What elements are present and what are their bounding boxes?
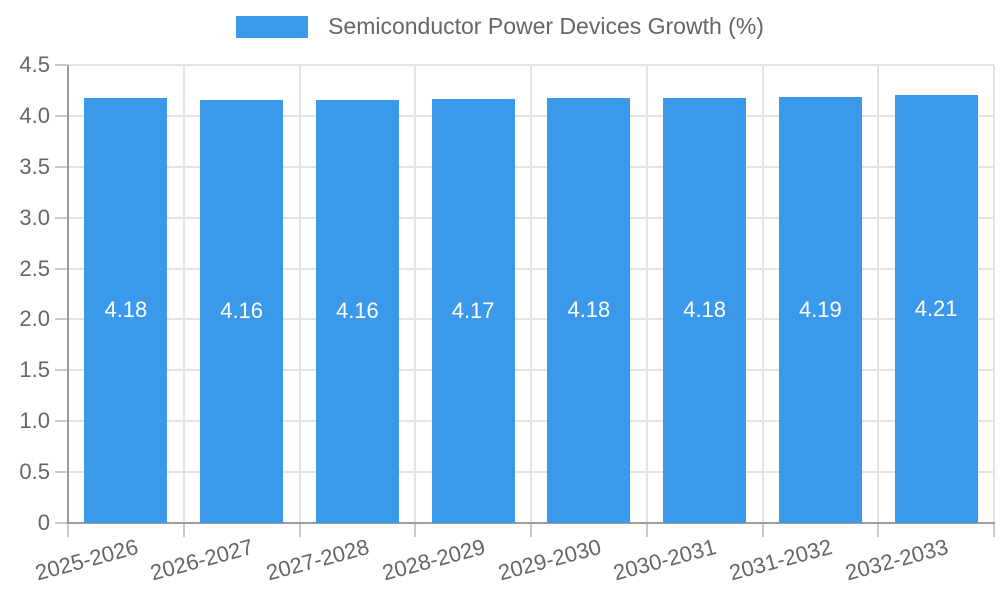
x-axis-tick <box>530 523 532 537</box>
y-axis-label: 3.0 <box>19 204 50 230</box>
x-axis-tick <box>182 523 185 537</box>
x-axis-label: 2030-2031 <box>610 534 720 586</box>
x-gridline <box>182 65 185 523</box>
x-gridline <box>761 65 764 523</box>
x-axis-line <box>67 522 995 524</box>
legend-swatch <box>236 15 309 38</box>
x-axis-tick <box>645 523 648 537</box>
x-axis-tick <box>414 523 417 537</box>
x-axis-tick <box>67 523 69 537</box>
y-axis-label: 2.5 <box>19 255 50 281</box>
y-axis-tick <box>55 471 68 474</box>
bar: 4.18 <box>663 97 747 523</box>
bar-value-label: 4.21 <box>914 295 958 321</box>
x-axis-label: 2026-2027 <box>147 534 257 586</box>
bar: 4.19 <box>778 96 862 523</box>
y-axis-line <box>67 65 69 523</box>
x-axis-tick <box>298 523 301 537</box>
x-gridline <box>414 65 417 523</box>
bar: 4.17 <box>431 98 515 523</box>
y-axis-tick <box>55 522 68 524</box>
y-axis-tick <box>55 114 68 117</box>
x-gridline <box>298 65 301 523</box>
y-axis-label: 4.5 <box>19 52 50 77</box>
bar-value-label: 4.16 <box>220 298 264 324</box>
x-axis-label: 2032-2033 <box>842 534 951 586</box>
x-axis-label: 2031-2032 <box>726 534 835 586</box>
y-axis-tick <box>55 267 68 270</box>
x-axis-tick <box>761 523 764 537</box>
y-axis-label: 0 <box>37 510 50 535</box>
bar-value-label: 4.19 <box>798 296 842 322</box>
y-axis-label: 1.5 <box>19 357 50 383</box>
x-gridline <box>530 65 532 523</box>
y-axis-label: 0.5 <box>19 459 50 485</box>
legend-item[interactable]: Semiconductor Power Devices Growth (%) <box>0 13 1000 40</box>
y-axis-label: 3.5 <box>19 153 50 179</box>
legend-label: Semiconductor Power Devices Growth (%) <box>328 13 764 39</box>
bar-value-label: 4.18 <box>567 297 611 323</box>
x-axis-tick <box>877 523 880 537</box>
x-gridline <box>645 65 648 523</box>
y-axis-label: 2.0 <box>19 306 50 332</box>
x-gridline <box>993 65 995 523</box>
x-axis-tick <box>993 523 995 537</box>
y-axis-label: 4.0 <box>19 102 50 128</box>
y-axis-tick <box>55 165 68 168</box>
bar: 4.18 <box>547 97 631 523</box>
bar-value-label: 4.18 <box>683 297 727 323</box>
x-axis-label: 2029-2030 <box>495 534 604 586</box>
bar-value-label: 4.16 <box>335 298 379 324</box>
x-gridline <box>877 65 880 523</box>
y-axis-tick <box>55 369 68 372</box>
y-axis-tick <box>55 420 68 423</box>
y-axis-label: 1.0 <box>19 408 50 434</box>
bar: 4.21 <box>894 94 978 523</box>
y-axis-tick <box>55 318 68 321</box>
x-axis-label: 2028-2029 <box>379 534 488 586</box>
bar: 4.16 <box>200 99 284 523</box>
x-axis-label: 2025-2026 <box>32 534 141 586</box>
bar: 4.18 <box>84 97 168 523</box>
y-axis-tick <box>55 216 68 219</box>
bar-value-label: 4.18 <box>104 297 148 323</box>
bar-value-label: 4.17 <box>451 297 495 323</box>
x-axis-label: 2027-2028 <box>263 534 372 586</box>
y-axis-tick <box>55 64 68 66</box>
bar: 4.16 <box>315 99 399 523</box>
